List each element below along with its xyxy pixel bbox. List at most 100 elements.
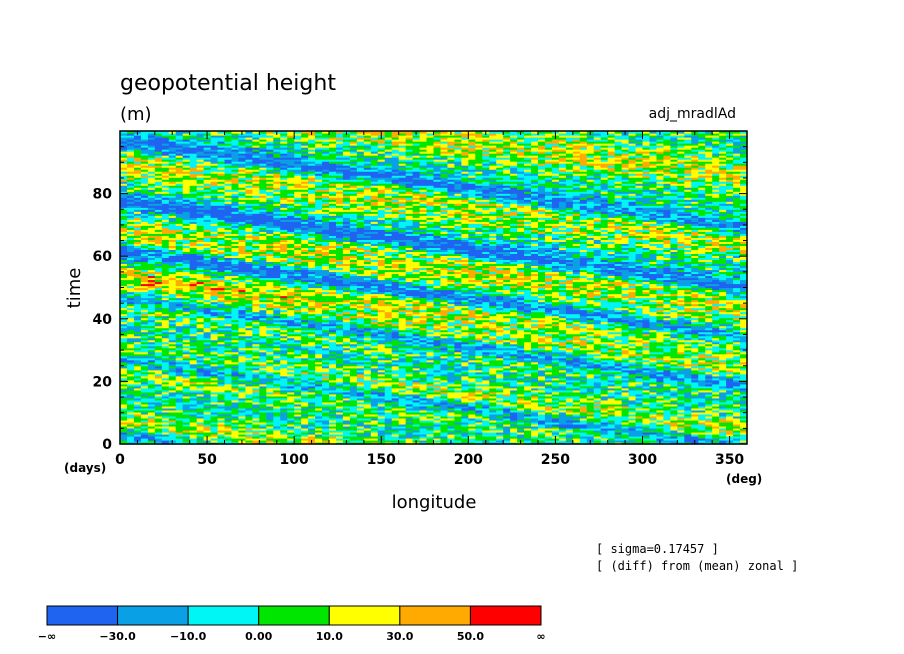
heatmap-cell [628,411,637,415]
heatmap-cell [342,423,351,427]
heatmap-cell [252,391,260,395]
heatmap-cell [670,371,678,375]
heatmap-cell [266,401,274,405]
heatmap-cell [642,373,651,377]
heatmap-cell [203,421,212,425]
heatmap-cell [252,427,260,431]
heatmap-cell [315,377,323,381]
heatmap-cell [635,365,644,369]
heatmap-cell [558,405,567,409]
heatmap-cell [126,387,135,391]
heatmap-cell [363,363,372,367]
heatmap-cell [558,393,567,397]
heatmap-cell [440,387,449,391]
heatmap-cell [398,395,407,399]
heatmap-cell [224,389,233,393]
heatmap-cell [614,437,623,441]
heatmap-cell [475,411,483,415]
heatmap-cell [273,363,281,367]
heatmap-cell [579,431,588,435]
heatmap-cell [412,417,421,421]
heatmap-cell [656,401,664,405]
heatmap-cell [607,429,616,433]
heatmap-cell [196,405,205,409]
heatmap-cell [614,431,623,435]
heatmap-cell [140,427,149,431]
heatmap-cell [726,425,734,429]
heatmap-cell [538,375,546,379]
heatmap-cell [635,429,644,433]
heatmap-cell [161,397,170,401]
heatmap-cell [175,425,184,429]
heatmap-cell [391,435,400,439]
heatmap-cell [698,383,706,387]
heatmap-cell [496,361,504,365]
heatmap-cell [335,425,344,429]
heatmap-cell [733,381,741,385]
heatmap-cell [419,369,428,373]
heatmap-cell [482,417,490,421]
heatmap-cell [120,399,128,403]
heatmap-cell [551,409,560,413]
heatmap-cell [140,439,149,443]
heatmap-cell [120,439,128,443]
heatmap-cell [461,423,469,427]
heatmap-cell [370,419,379,423]
heatmap-cell [329,409,337,413]
heatmap-cell [384,413,393,417]
heatmap-cell [405,383,414,387]
heatmap-cell [147,399,156,403]
heatmap-cell [370,399,379,403]
heatmap-cell [447,415,455,419]
heatmap-cell [245,425,253,429]
heatmap-cell [398,413,407,417]
heatmap-cell [391,417,400,421]
heatmap-cell [454,389,462,393]
heatmap-cell [335,387,344,391]
heatmap-cell [384,393,393,397]
heatmap-cell [656,393,664,397]
heatmap-cell [614,401,623,405]
heatmap-cell [740,403,748,407]
heatmap-cell [196,411,205,415]
heatmap-cell [642,429,651,433]
heatmap-cell [733,389,741,393]
heatmap-cell [391,439,400,443]
heatmap-cell [301,413,309,417]
heatmap-cell [719,379,727,383]
heatmap-cell [329,437,337,441]
heatmap-cell [168,379,177,383]
heatmap-cell [572,385,581,389]
heatmap-cell [468,377,476,381]
heatmap-cell [412,391,421,395]
heatmap-cell [133,397,142,401]
heatmap-cell [363,385,372,389]
heatmap-cell [398,407,407,411]
heatmap-cell [684,403,692,407]
heatmap-cell [182,397,191,401]
heatmap-cell [356,405,365,409]
heatmap-cell [287,381,295,385]
heatmap-cell [677,365,685,369]
heatmap-cell [586,407,595,411]
heatmap-cell [461,403,469,407]
heatmap-cell [426,427,435,431]
heatmap-cell [628,379,637,383]
heatmap-cell [182,411,191,415]
heatmap-cell [614,393,623,397]
heatmap-cell [301,383,309,387]
heatmap-cell [433,435,442,439]
heatmap-cell [308,415,316,419]
heatmap-cell [677,363,685,367]
heatmap-cell [726,415,734,419]
heatmap-cell [126,369,135,373]
heatmap-cell [635,411,644,415]
heatmap-cell [475,371,483,375]
heatmap-cell [579,377,588,381]
heatmap-cell [628,369,637,373]
heatmap-cell [517,421,525,425]
heatmap-cell [210,363,219,367]
heatmap-cell [301,431,309,435]
heatmap-cell [740,381,748,385]
heatmap-cell [586,405,595,409]
